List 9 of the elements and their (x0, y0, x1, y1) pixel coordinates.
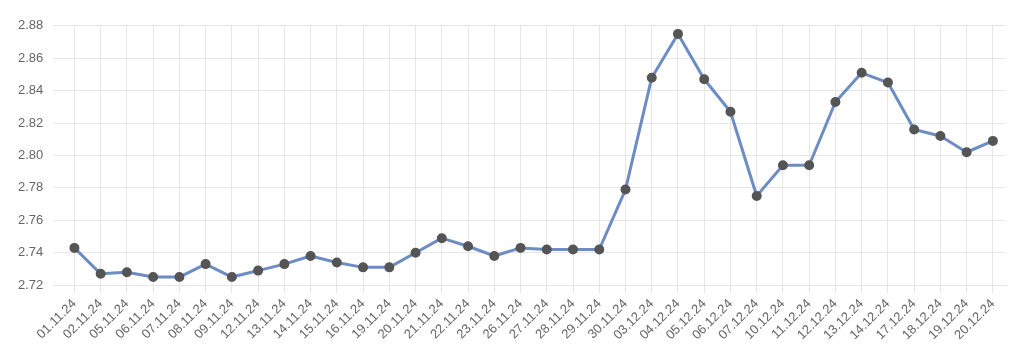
y-tick-label: 2.80 (17, 147, 44, 163)
y-tick-label: 2.82 (17, 114, 44, 130)
y-tick-label: 2.84 (17, 82, 44, 98)
y-tick-label: 2.78 (17, 179, 44, 195)
y-tick-label: 2.72 (17, 276, 44, 292)
y-tick-label: 2.76 (17, 211, 44, 227)
y-tick-label: 2.86 (17, 49, 44, 65)
y-tick-label: 2.74 (17, 244, 44, 260)
y-tick-label: 2.88 (17, 17, 44, 33)
